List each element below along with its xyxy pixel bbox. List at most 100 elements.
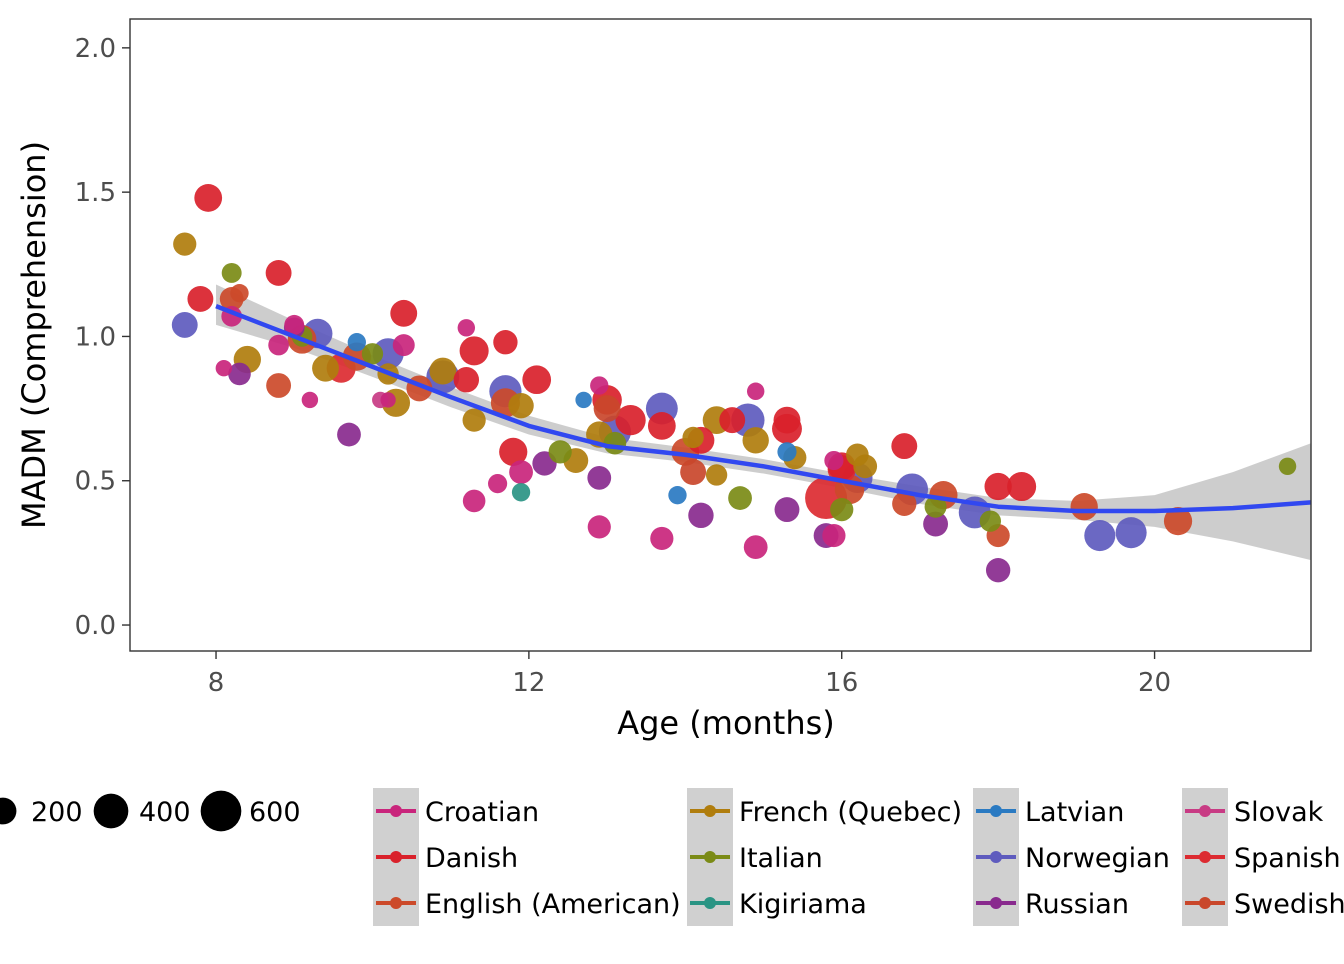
data-point-english-american xyxy=(1070,493,1098,521)
data-point-french-quebec xyxy=(429,357,457,385)
data-point-russian xyxy=(587,465,612,490)
size-legend-label: 600 xyxy=(249,797,301,828)
legend-label: English (American) xyxy=(425,889,681,920)
data-point-italian xyxy=(603,431,627,455)
data-point-danish xyxy=(187,285,214,312)
data-point-latvian xyxy=(575,391,592,409)
y-tick-label: 1.0 xyxy=(75,322,116,352)
data-point-russian xyxy=(688,502,714,529)
data-point-latvian xyxy=(347,333,366,352)
data-point-french-quebec xyxy=(682,426,704,449)
data-point-danish xyxy=(265,260,292,286)
legend-key-dot xyxy=(390,805,402,817)
data-point-italian xyxy=(361,343,384,365)
data-point-italian xyxy=(548,440,572,464)
data-point-russian xyxy=(228,362,251,386)
data-point-english-american xyxy=(892,491,917,516)
legend-label: Swedish xyxy=(1234,889,1344,920)
size-legend-label: 200 xyxy=(31,797,83,828)
legend-label: Croatian xyxy=(425,797,539,828)
legend-key-dot xyxy=(704,897,716,909)
data-point-danish xyxy=(647,412,676,440)
data-point-english-american xyxy=(230,283,249,303)
legend-label: Latvian xyxy=(1025,797,1124,828)
data-point-croatian xyxy=(215,359,233,377)
data-point-croatian xyxy=(587,515,611,539)
data-point-croatian xyxy=(822,523,846,548)
data-point-russian xyxy=(985,558,1011,583)
legend-key-dot xyxy=(1199,805,1211,817)
data-point-croatian xyxy=(392,334,415,357)
data-point-norwegian xyxy=(1115,517,1147,549)
data-point-swedish xyxy=(680,459,707,486)
x-tick-label: 12 xyxy=(512,668,545,698)
legend-key-dot xyxy=(704,805,716,817)
data-point-croatian xyxy=(650,526,674,551)
scatter-points-layer xyxy=(171,184,1297,583)
data-point-danish xyxy=(459,336,489,366)
legend-label: Danish xyxy=(425,843,518,874)
size-legend-key xyxy=(93,793,129,829)
data-point-croatian xyxy=(380,392,396,408)
data-point-danish xyxy=(194,184,223,212)
data-point-french-quebec xyxy=(173,232,197,256)
size-legend-label: 400 xyxy=(139,797,191,828)
data-point-croatian xyxy=(590,376,609,395)
legend-layer: 200 400 600 Croatian Danish English (American… xyxy=(0,788,1344,926)
data-point-danish xyxy=(719,407,746,434)
legend-label: Russian xyxy=(1025,889,1129,920)
x-tick-label: 8 xyxy=(208,668,225,698)
data-point-croatian xyxy=(743,535,768,559)
legend-label: Norwegian xyxy=(1025,843,1170,874)
plot-panel-border xyxy=(129,18,1312,652)
legend-label: French (Quebec) xyxy=(739,797,962,828)
data-point-croatian xyxy=(488,474,508,494)
y-tick-label: 0.0 xyxy=(75,611,116,641)
y-axis-title: MADM (Comprehension) xyxy=(15,141,53,529)
data-point-danish xyxy=(891,433,918,460)
data-point-latvian xyxy=(668,485,687,505)
data-point-russian xyxy=(774,497,800,523)
axes-layer: 8 12 16 20 0.0 0.5 1.0 1.5 2.0 xyxy=(75,34,1171,698)
data-point-swedish xyxy=(593,395,621,423)
data-point-danish xyxy=(1007,471,1037,502)
data-point-french-quebec xyxy=(508,393,534,419)
x-axis-title: Age (months) xyxy=(617,704,835,742)
y-tick-label: 2.0 xyxy=(75,34,116,64)
size-legend-key xyxy=(0,797,17,825)
data-point-croatian xyxy=(301,391,319,409)
confidence-band xyxy=(216,284,1312,561)
data-point-french-quebec xyxy=(705,464,728,486)
legend-key-dot xyxy=(1199,851,1211,863)
data-point-french-quebec xyxy=(742,427,769,454)
data-point-danish xyxy=(499,437,528,466)
y-tick-label: 1.5 xyxy=(75,178,116,208)
legend-key-dot xyxy=(990,851,1002,863)
data-point-croatian xyxy=(457,319,476,337)
legend-key-dot xyxy=(390,851,402,863)
data-point-french-quebec xyxy=(846,443,869,467)
confidence-band-layer xyxy=(216,284,1312,561)
data-point-danish xyxy=(390,299,418,327)
data-point-danish xyxy=(493,330,518,355)
y-tick-label: 0.5 xyxy=(75,467,116,497)
data-point-danish xyxy=(615,404,646,436)
data-point-italian xyxy=(924,495,947,518)
smooth-line-layer xyxy=(215,304,1312,514)
data-point-english-american xyxy=(1163,507,1193,536)
legend-key-dot xyxy=(990,805,1002,817)
legend-key-dot xyxy=(990,897,1002,909)
size-legend-key xyxy=(200,790,242,832)
data-point-russian xyxy=(337,422,361,447)
data-point-danish xyxy=(453,367,480,393)
legend-label: Slovak xyxy=(1234,797,1324,828)
data-point-norwegian xyxy=(171,311,198,338)
data-point-norwegian xyxy=(1084,520,1116,552)
data-point-latvian xyxy=(777,442,797,462)
data-point-italian xyxy=(728,486,752,510)
legend-label: Spanish xyxy=(1234,843,1341,874)
legend-label: Kigiriama xyxy=(739,889,867,920)
data-point-italian xyxy=(979,510,1001,532)
data-point-italian xyxy=(221,262,242,283)
